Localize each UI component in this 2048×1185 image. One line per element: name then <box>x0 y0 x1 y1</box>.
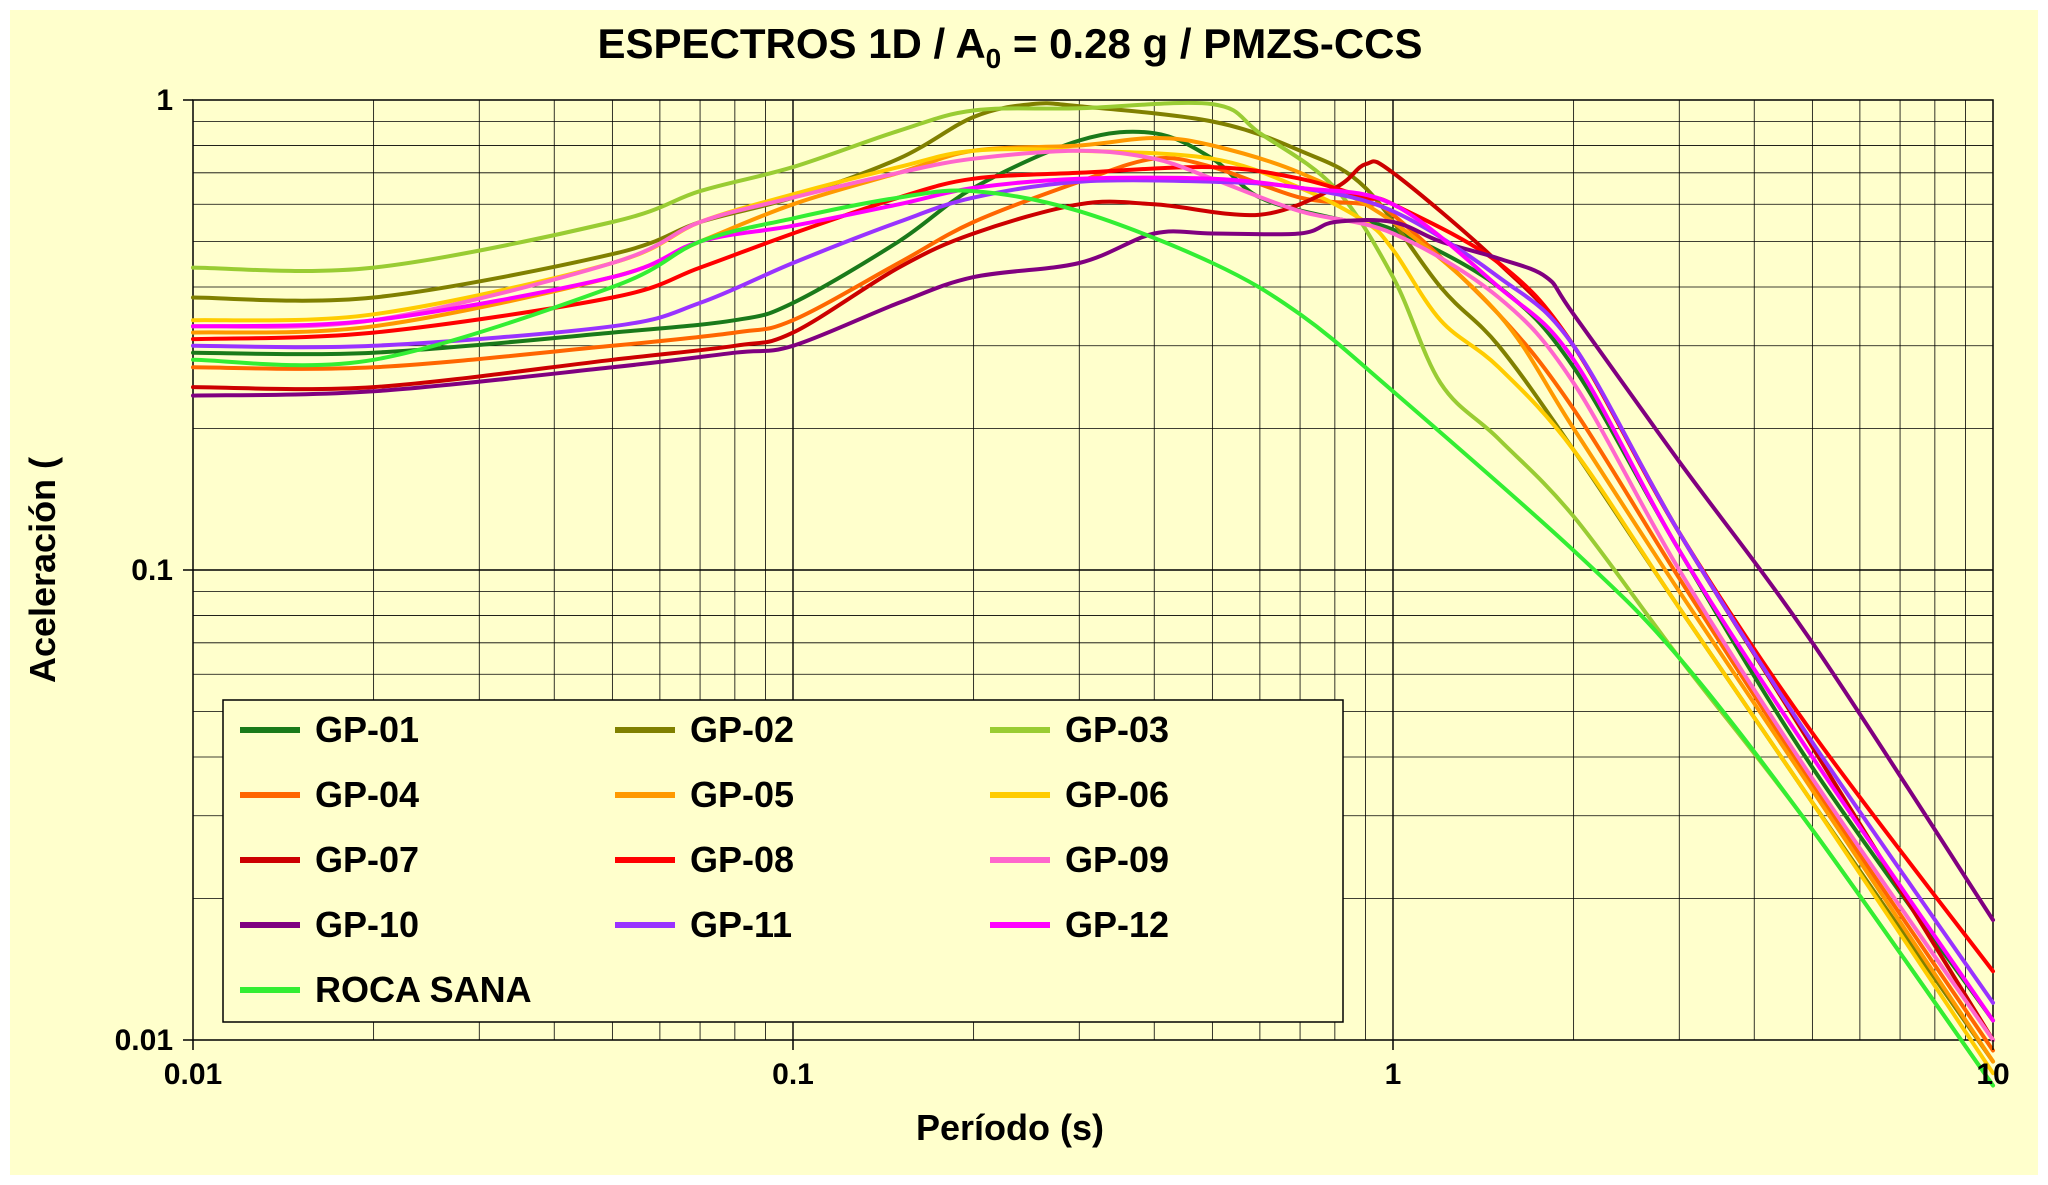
legend-label-gp-06: GP-06 <box>1065 774 1169 815</box>
y-axis-label: Aceleración ( <box>22 457 63 683</box>
legend-label-gp-09: GP-09 <box>1065 839 1169 880</box>
chart-title-main: ESPECTROS 1D / A <box>597 20 985 67</box>
chart-title: ESPECTROS 1D / A0 = 0.28 g / PMZS-CCS <box>597 20 1422 74</box>
legend-items: GP-01 GP-02 GP-03 GP-04 GP-05 GP-06 GP-07 GP-08… <box>240 709 1169 1010</box>
legend-label-gp-04: GP-04 <box>315 774 419 815</box>
series-line-gp-10 <box>191 218 1995 922</box>
legend-box <box>222 699 1344 1023</box>
chart-title-tail: = 0.28 g / PMZS-CCS <box>1001 20 1422 67</box>
legend-label-gp-03: GP-03 <box>1065 709 1169 750</box>
chart-svg: 0.01 0.1 1 10 0.01 0.1 1 ESPECTROS 1D / A0 = 0… <box>22 20 2010 1148</box>
series-line-gp-12 <box>191 175 1995 1023</box>
legend-label-gp-05: GP-05 <box>690 774 794 815</box>
x-tick-label: 1 <box>1385 1058 1402 1091</box>
legend-label-gp-11: GP-11 <box>690 904 792 945</box>
x-axis-label: Período (s) <box>916 1107 1104 1148</box>
legend-label-gp-01: GP-01 <box>315 709 419 750</box>
y-tick-label: 0.1 <box>131 554 173 587</box>
legend-label-roca-sana: ROCA SANA <box>315 969 532 1010</box>
x-tick-label: 0.01 <box>164 1058 222 1091</box>
legend-label-gp-10: GP-10 <box>315 904 419 945</box>
tick-layer: 0.01 0.1 1 10 0.01 0.1 1 <box>115 84 2010 1091</box>
y-tick-label: 0.01 <box>115 1024 173 1057</box>
y-tick-label: 1 <box>156 84 173 117</box>
x-tick-label: 10 <box>1976 1058 2009 1091</box>
chart-area: 0.01 0.1 1 10 0.01 0.1 1 ESPECTROS 1D / A0 = 0… <box>10 10 2038 1175</box>
legend-label-gp-12: GP-12 <box>1065 904 1169 945</box>
legend-label-gp-07: GP-07 <box>315 839 419 880</box>
legend-label-gp-08: GP-08 <box>690 839 794 880</box>
series-line-roca-sana <box>191 188 1995 1088</box>
series-line-gp-09 <box>191 148 1995 1042</box>
x-tick-label: 0.1 <box>772 1058 814 1091</box>
legend-label-gp-02: GP-02 <box>690 709 794 750</box>
series-layer <box>191 100 1995 1088</box>
series-line-gp-11 <box>191 178 1995 1005</box>
chart-title-subscript: 0 <box>986 43 1002 74</box>
legend: GP-01 GP-02 GP-03 GP-04 GP-05 GP-06 GP-07 GP-08… <box>222 699 1344 1023</box>
